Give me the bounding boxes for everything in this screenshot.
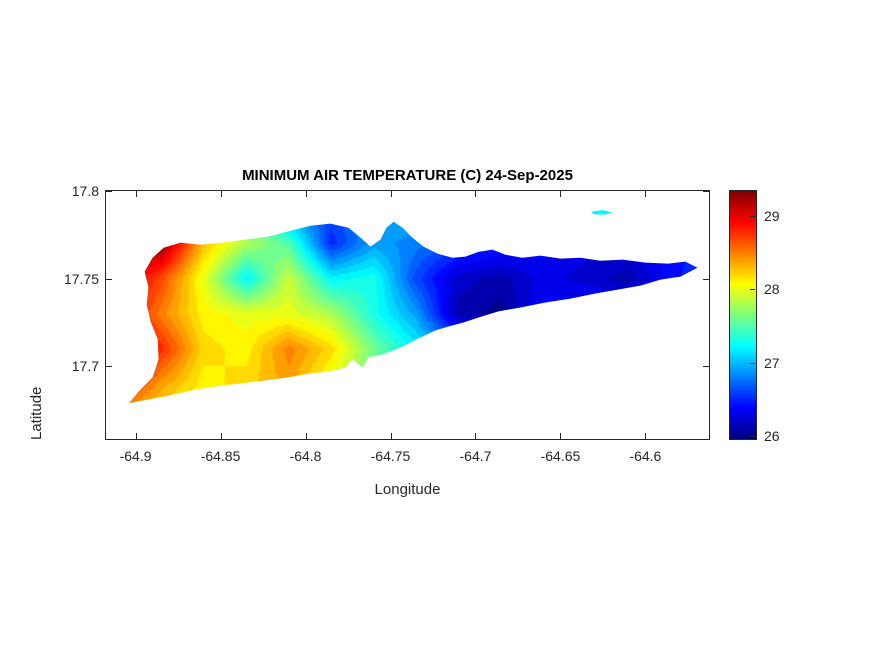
x-tick-label: -64.9 (119, 448, 152, 464)
x-tick-mark (560, 191, 562, 197)
x-tick-mark (135, 433, 137, 439)
x-tick-label: -64.65 (540, 448, 581, 464)
x-tick-mark (305, 191, 307, 197)
x-tick-label: -64.6 (629, 448, 662, 464)
x-tick-mark (390, 191, 392, 197)
x-tick-label: -64.8 (289, 448, 322, 464)
colorbar-tick-label: 28 (764, 281, 780, 298)
x-tick-label: -64.85 (200, 448, 241, 464)
x-tick-mark (475, 433, 477, 439)
y-tick-label: 17.7 (71, 358, 99, 375)
x-tick-mark (220, 433, 222, 439)
y-axis-label: Latitude (28, 386, 45, 440)
chart-title: MINIMUM AIR TEMPERATURE (C) 24-Sep-2025 (242, 167, 573, 184)
x-tick-mark (390, 433, 392, 439)
y-tick-mark (703, 366, 709, 368)
x-tick-mark (220, 191, 222, 197)
x-tick-mark (645, 433, 647, 439)
x-tick-label: -64.7 (459, 448, 492, 464)
y-tick-mark (703, 190, 709, 192)
y-tick-mark (703, 278, 709, 280)
x-tick-mark (645, 191, 647, 197)
y-tick-mark (106, 366, 112, 368)
colorbar-gradient-canvas (730, 191, 756, 439)
x-tick-mark (305, 433, 307, 439)
y-tick-label: 17.75 (63, 270, 99, 287)
x-tick-mark (135, 191, 137, 197)
colorbar (729, 190, 757, 440)
x-axis-label: Longitude (374, 481, 441, 498)
x-tick-label: -64.75 (370, 448, 411, 464)
colorbar-tick-label: 29 (764, 207, 780, 224)
y-tick-mark (106, 278, 112, 280)
colorbar-tick-label: 27 (764, 354, 780, 371)
colorbar-tick-mark (750, 362, 755, 364)
y-tick-mark (106, 190, 112, 192)
x-tick-mark (560, 433, 562, 439)
colorbar-tick-label: 26 (764, 428, 780, 445)
temperature-heatmap-canvas (105, 190, 710, 440)
x-tick-mark (475, 191, 477, 197)
y-tick-label: 17.8 (71, 182, 99, 199)
colorbar-tick-mark (750, 215, 755, 217)
colorbar-tick-mark (750, 436, 755, 438)
colorbar-tick-mark (750, 289, 755, 291)
plot-area (105, 190, 710, 440)
